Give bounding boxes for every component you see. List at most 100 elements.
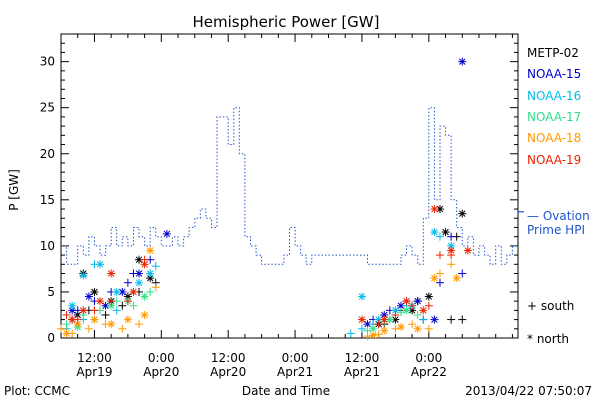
- y-tick-label: 0: [47, 331, 55, 345]
- north-point-noaa-19: [447, 246, 456, 255]
- y-tick-label: 5: [47, 285, 55, 299]
- north-point-metp-02: [458, 209, 467, 218]
- north-point-noaa-18: [413, 324, 422, 333]
- south-point-noaa-18: [118, 324, 127, 333]
- south-point-noaa-19: [107, 297, 116, 306]
- axes: 05101520253012:00Apr190:00Apr2012:00Apr2…: [40, 33, 519, 379]
- legend-entry-metp-02: METP-02: [527, 46, 579, 60]
- south-point-noaa-16: [151, 262, 160, 271]
- legend-ovation-line2: Prime HPI: [527, 223, 585, 237]
- north-point-noaa-15: [458, 57, 467, 66]
- south-point-noaa-19: [391, 310, 400, 319]
- north-point-noaa-19: [402, 297, 411, 306]
- north-point-noaa-16: [68, 301, 77, 310]
- south-point-metp-02: [447, 315, 456, 324]
- north-point-noaa-16: [135, 278, 144, 287]
- x-tick-date-label: Apr20: [210, 365, 246, 379]
- y-tick-label: 20: [40, 147, 55, 161]
- south-point-noaa-16: [346, 329, 355, 338]
- legend-ovation-line1: — Ovation: [527, 209, 590, 223]
- south-point-noaa-18: [151, 283, 160, 292]
- south-point-metp-02: [118, 301, 127, 310]
- north-point-noaa-19: [129, 287, 138, 296]
- north-point-noaa-18: [430, 274, 439, 283]
- y-tick-label: 15: [40, 193, 55, 207]
- south-point-noaa-19: [62, 310, 71, 319]
- satellite-points: [57, 57, 472, 341]
- south-point-noaa-15: [435, 278, 444, 287]
- south-point-noaa-18: [424, 324, 433, 333]
- south-point-noaa-17: [129, 301, 138, 310]
- x-tick-time-label: 0:00: [282, 351, 309, 365]
- north-point-noaa-19: [79, 306, 88, 315]
- x-axis-label: Date and Time: [242, 384, 330, 398]
- north-point-noaa-18: [90, 315, 99, 324]
- north-point-noaa-15: [162, 229, 171, 238]
- south-point-noaa-18: [435, 269, 444, 278]
- south-point-noaa-19: [424, 301, 433, 310]
- north-point-noaa-16: [146, 269, 155, 278]
- north-point-noaa-17: [107, 301, 116, 310]
- north-point-noaa-17: [385, 315, 394, 324]
- south-point-noaa-19: [435, 251, 444, 260]
- north-point-noaa-19: [107, 269, 116, 278]
- north-point-noaa-19: [463, 246, 472, 255]
- legend-entry-noaa-16: NOAA-16: [527, 89, 581, 103]
- south-point-noaa-15: [123, 278, 132, 287]
- north-point-metp-02: [90, 287, 99, 296]
- south-point-noaa-18: [363, 332, 372, 341]
- north-point-noaa-19: [140, 260, 149, 269]
- x-tick-date-label: Apr20: [143, 365, 179, 379]
- south-point-noaa-18: [374, 330, 383, 339]
- north-point-noaa-16: [112, 287, 121, 296]
- north-point-noaa-18: [107, 320, 116, 329]
- south-point-noaa-17: [62, 320, 71, 329]
- north-point-noaa-15: [413, 297, 422, 306]
- x-tick-time-label: 0:00: [415, 351, 442, 365]
- north-point-metp-02: [441, 228, 450, 237]
- north-point-noaa-16: [79, 271, 88, 280]
- south-point-noaa-18: [408, 320, 417, 329]
- y-tick-label: 10: [40, 239, 55, 253]
- south-point-noaa-17: [396, 308, 405, 317]
- north-point-noaa-17: [402, 306, 411, 315]
- y-tick-label: 25: [40, 101, 55, 115]
- north-point-noaa-16: [430, 228, 439, 237]
- north-point-noaa-19: [357, 315, 366, 324]
- plot-frame: [60, 33, 519, 339]
- footer-right: 2013/04/22 07:50:07: [465, 384, 592, 398]
- north-point-noaa-18: [62, 329, 71, 338]
- legend-entry-noaa-17: NOAA-17: [527, 110, 581, 124]
- north-point-noaa-19: [96, 297, 105, 306]
- north-point-noaa-19: [430, 205, 439, 214]
- north-point-noaa-15: [135, 269, 144, 278]
- south-point-metp-02: [101, 310, 110, 319]
- x-tick-time-label: 12:00: [77, 351, 112, 365]
- ovation-line: [61, 107, 518, 265]
- north-point-noaa-15: [84, 292, 93, 301]
- ovation-series: [61, 107, 524, 265]
- north-point-metp-02: [135, 255, 144, 264]
- south-point-noaa-18: [57, 324, 65, 333]
- north-point-noaa-19: [68, 315, 77, 324]
- footer-left: Plot: CCMC: [4, 384, 70, 398]
- x-tick-time-label: 12:00: [211, 351, 246, 365]
- north-point-noaa-18: [123, 315, 132, 324]
- north-point-noaa-15: [430, 315, 439, 324]
- legend-south-marker: + south: [527, 299, 574, 313]
- north-point-noaa-17: [140, 292, 149, 301]
- south-point-noaa-19: [123, 297, 132, 306]
- legend-north-marker: * north: [527, 332, 569, 346]
- north-point-noaa-18: [452, 274, 461, 283]
- south-point-noaa-19: [374, 320, 383, 329]
- north-point-metp-02: [391, 315, 400, 324]
- south-point-noaa-16: [357, 324, 366, 333]
- south-point-noaa-19: [90, 306, 99, 315]
- x-tick-time-label: 0:00: [148, 351, 175, 365]
- south-point-metp-02: [458, 315, 467, 324]
- legend-entry-noaa-18: NOAA-18: [527, 131, 581, 145]
- south-point-noaa-16: [435, 232, 444, 241]
- legend-entry-noaa-15: NOAA-15: [527, 67, 581, 81]
- y-axis-label: P [GW]: [7, 169, 21, 211]
